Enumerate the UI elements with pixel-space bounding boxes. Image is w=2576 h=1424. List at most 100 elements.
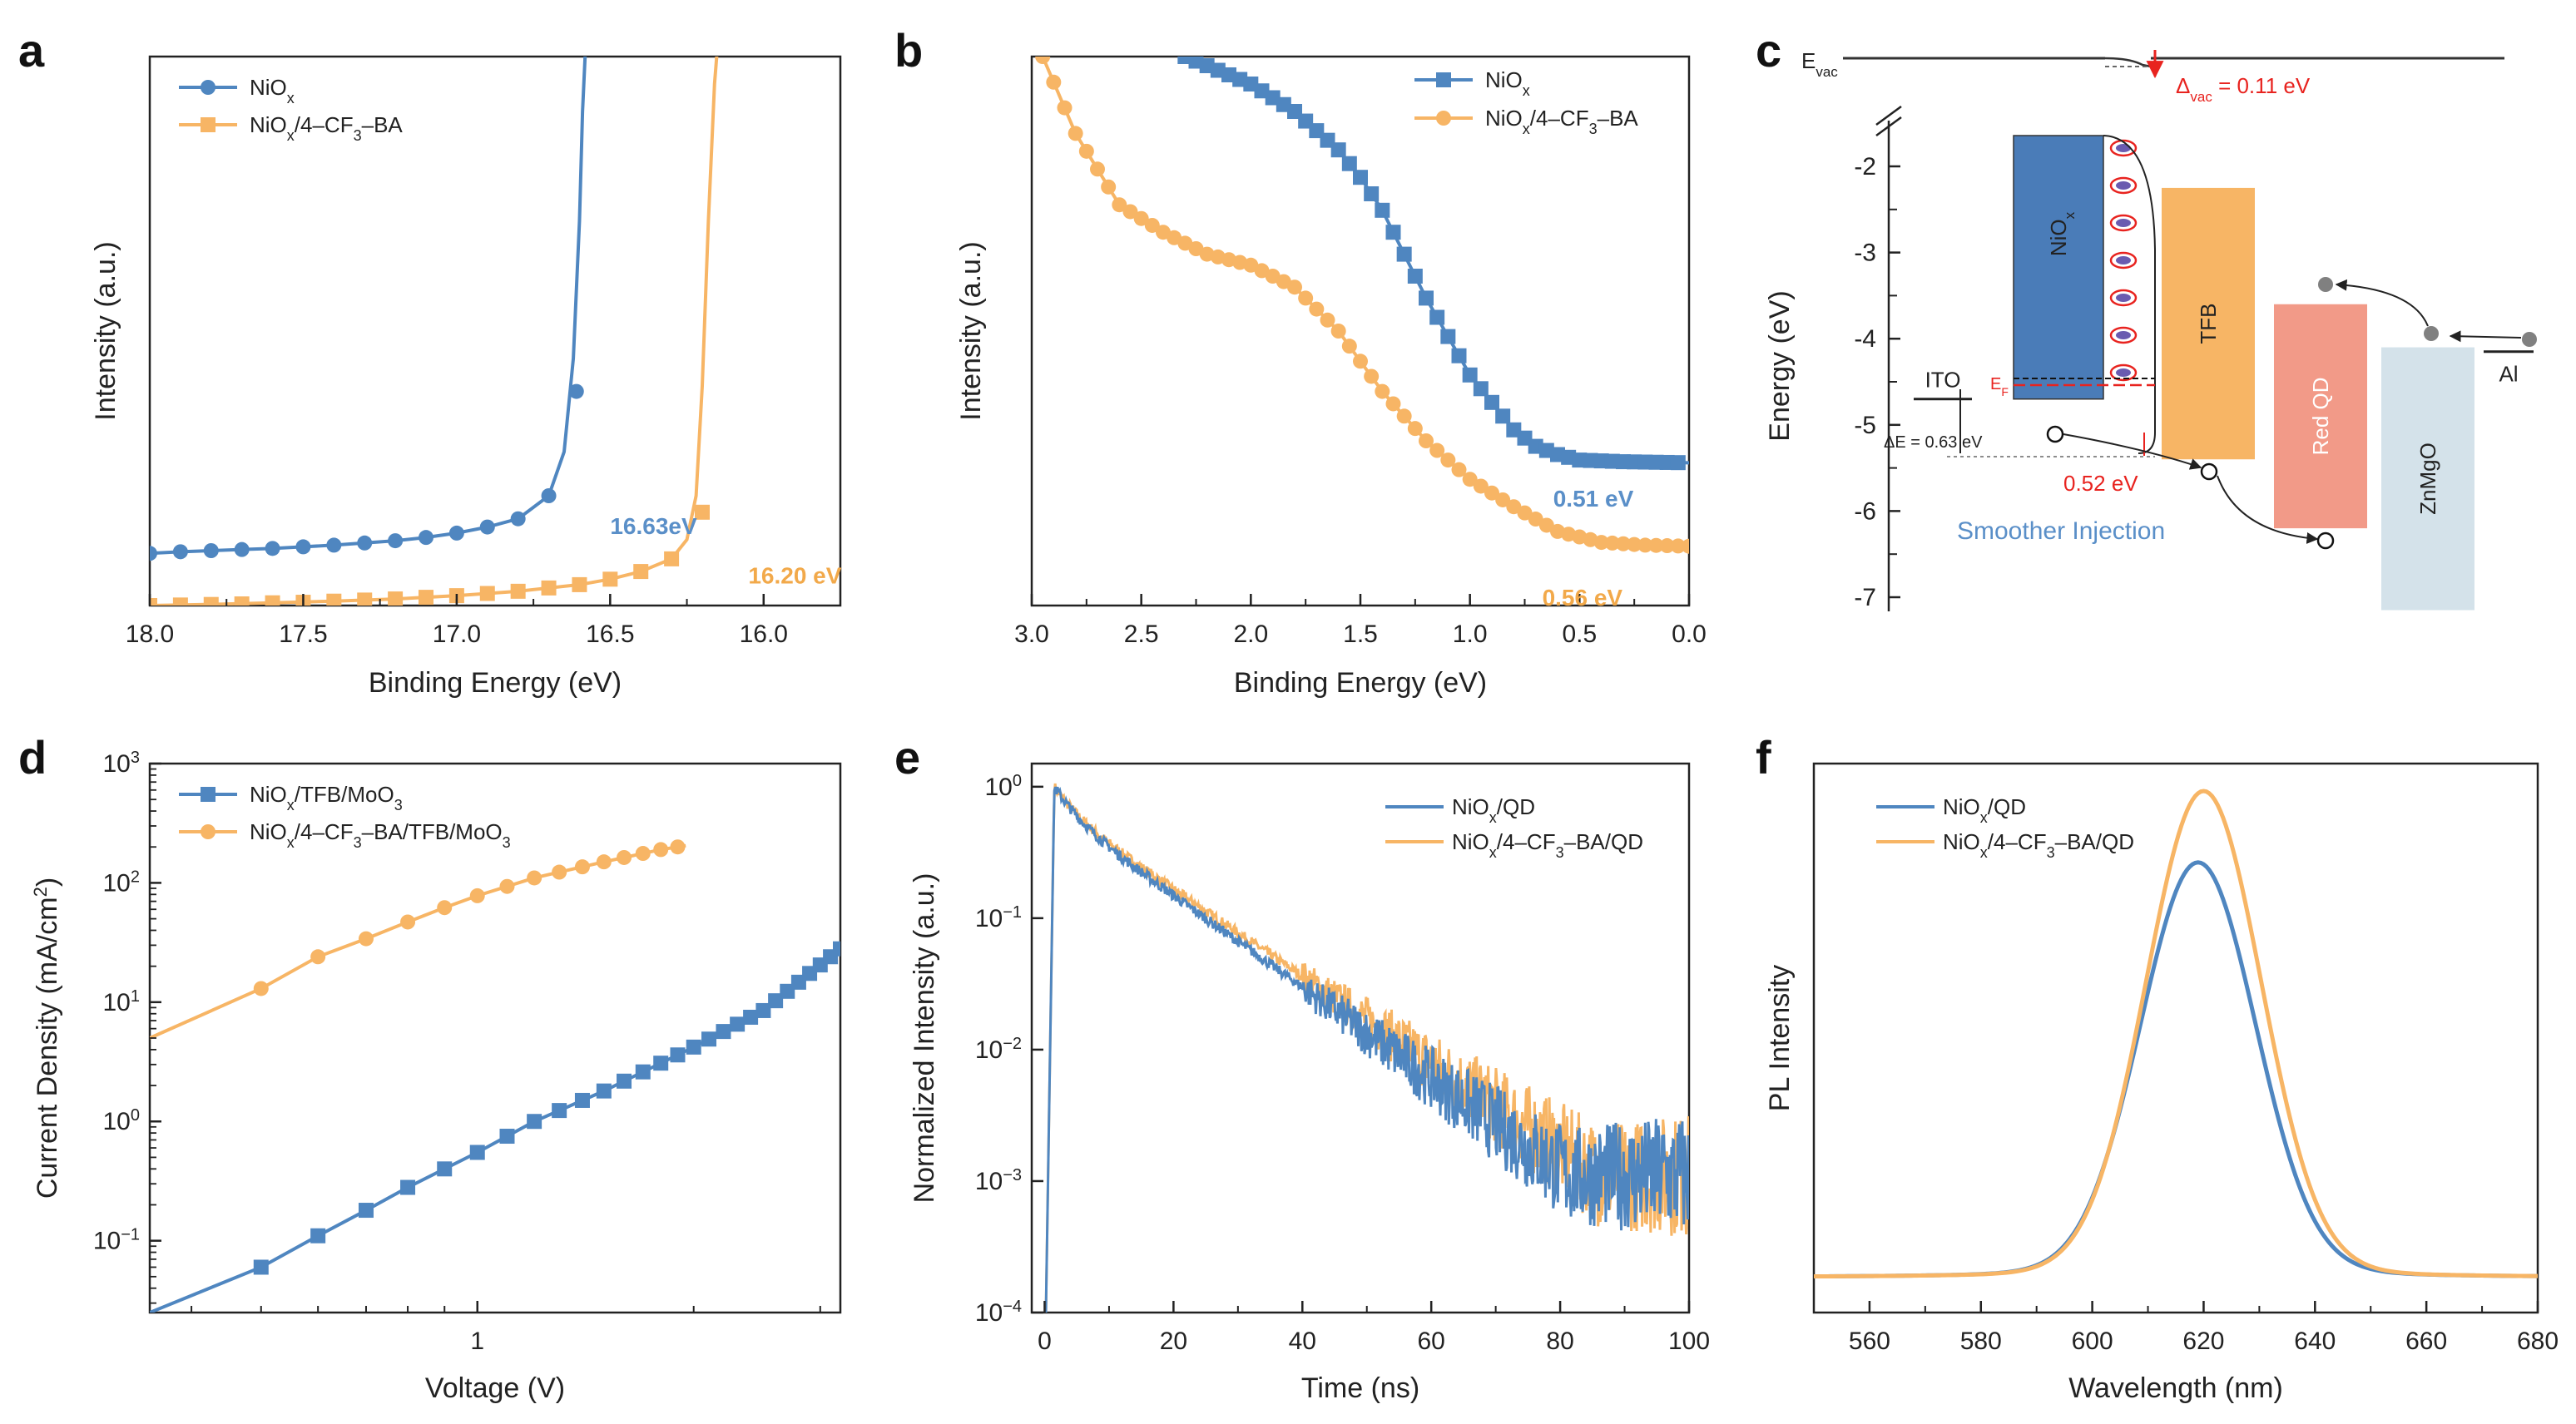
data-point — [716, 1024, 731, 1040]
data-point — [1385, 225, 1401, 240]
data-point — [635, 1064, 651, 1080]
y-tick-label: 10−3 — [975, 1166, 1022, 1195]
data-point — [150, 546, 157, 561]
data-point — [1604, 535, 1620, 551]
data-point — [768, 993, 784, 1009]
vacuum-level-bend — [2104, 57, 2152, 68]
data-point — [1462, 472, 1478, 487]
plot-area — [1035, 57, 1689, 554]
data-point — [635, 846, 651, 862]
panel-b: 3.0 2.5 2.0 1.5 1.0 0.5 0.0 Binding Energy (eV… — [955, 55, 1707, 699]
data-point — [1528, 512, 1543, 527]
delta-e-label: ΔE = 0.63 eV — [1884, 433, 1983, 452]
data-point — [1419, 433, 1434, 448]
data-point — [1670, 538, 1686, 554]
data-point — [1659, 538, 1675, 554]
x-axis: 1 — [191, 1301, 821, 1355]
data-point — [743, 1009, 759, 1025]
x-tick-label: 0.0 — [1672, 621, 1707, 648]
legend-label-nio: NiOx — [1485, 67, 1530, 99]
data-point — [1517, 505, 1533, 521]
annotation-16-63: 16.63eV — [610, 513, 697, 539]
data-point — [1396, 408, 1412, 424]
legend-label-cf3: NiOx/4–CF3–BA/TFB/MoO3 — [250, 819, 511, 851]
legend-label-cf3: NiOx/4–CF3–BA/QD — [1452, 829, 1643, 861]
dipole-layer — [2109, 139, 2138, 382]
data-point — [602, 571, 618, 587]
legend: NiOx/QD NiOx/4–CF3–BA/QD — [1876, 794, 2134, 861]
data-point — [568, 383, 584, 399]
data-point — [1429, 443, 1445, 458]
data-point — [1353, 354, 1368, 369]
data-point — [670, 1047, 686, 1063]
data-point — [1375, 383, 1390, 399]
x-axis-label: Voltage (V) — [425, 1372, 565, 1404]
data-point — [357, 592, 373, 606]
legend-marker-nio — [201, 80, 215, 95]
x-tick-label: 16.5 — [586, 621, 634, 648]
plot-area — [1044, 783, 1689, 1313]
legend-label-nio: NiOx/QD — [1943, 794, 2026, 826]
data-point — [499, 878, 515, 894]
data-point — [265, 595, 280, 606]
plot-area — [150, 57, 719, 606]
y-tick-label: 102 — [103, 868, 141, 897]
plot-frame — [148, 762, 842, 1314]
plot-frame — [1812, 762, 2539, 1314]
y-tick-label: -4 — [1854, 325, 1876, 353]
legend-marker-cf3 — [201, 824, 215, 839]
dipole-core — [2116, 331, 2131, 339]
data-point — [310, 949, 326, 965]
x-tick-label: 17.5 — [279, 621, 327, 648]
data-point — [1320, 312, 1335, 328]
data-point — [1287, 279, 1302, 295]
data-point — [552, 1103, 567, 1119]
dipole-core — [2116, 144, 2131, 152]
legend-label-nio: NiOx/TFB/MoO3 — [250, 782, 403, 813]
y-tick-label: -7 — [1854, 584, 1876, 611]
data-point — [400, 1179, 416, 1195]
data-point — [1330, 142, 1346, 158]
x-axis-label: Wavelength (nm) — [2068, 1372, 2283, 1404]
electron-path-1 — [2449, 330, 2522, 343]
y-axis-label: PL Intensity — [1764, 965, 1796, 1111]
x-tick-label: 660 — [2405, 1328, 2447, 1355]
legend-label-cf3: NiOx/4–CF3–BA — [1485, 106, 1638, 137]
data-point — [1309, 301, 1325, 317]
x-tick-label: 80 — [1546, 1328, 1573, 1355]
series-line-1 — [1044, 783, 1689, 1313]
legend: NiOx NiOx/4–CF3–BA — [179, 75, 403, 144]
series-line-0 — [1044, 786, 1689, 1313]
data-point — [1407, 269, 1423, 284]
data-point — [1648, 537, 1664, 553]
data-point — [469, 1145, 485, 1160]
injection-label: Smoother Injection — [1957, 517, 2165, 545]
x-tick-label: 680 — [2517, 1328, 2559, 1355]
panel-letter-f: f — [1756, 731, 1771, 784]
data-point — [617, 1073, 632, 1089]
series-line-1 — [150, 843, 686, 1040]
layer-label-znmgo: ZnMgO — [2415, 443, 2440, 515]
x-axis: 0 20 40 60 80 100 — [1038, 1301, 1710, 1355]
x-tick-label: 100 — [1668, 1328, 1710, 1355]
panel-c: Evac Δvac = 0.11 eV -2 -3 -4 -5 -6 -7 Energy … — [1764, 48, 2537, 611]
y-tick-label: -3 — [1854, 240, 1876, 267]
data-point — [479, 519, 495, 535]
data-point — [780, 983, 795, 999]
legend-marker-cf3 — [201, 117, 215, 132]
data-point — [1353, 170, 1368, 185]
y-tick-label: 100 — [985, 772, 1023, 801]
panel-a: 18.0 17.5 17.0 16.5 16.0 Binding Energy (eV)… — [90, 55, 842, 699]
legend-label-nio: NiOx — [250, 75, 295, 106]
y-tick-label: -6 — [1854, 497, 1876, 525]
legend-label-nio: NiOx/QD — [1452, 794, 1535, 826]
layer-label-tfb: TFB — [2196, 304, 2221, 344]
y-tick-label: 100 — [103, 1106, 141, 1135]
data-point — [1057, 100, 1073, 116]
electron-marker-1 — [2522, 332, 2537, 347]
data-point — [1473, 478, 1489, 494]
panel-letter-d: d — [18, 731, 47, 784]
data-point — [469, 888, 485, 903]
data-point — [203, 596, 219, 606]
